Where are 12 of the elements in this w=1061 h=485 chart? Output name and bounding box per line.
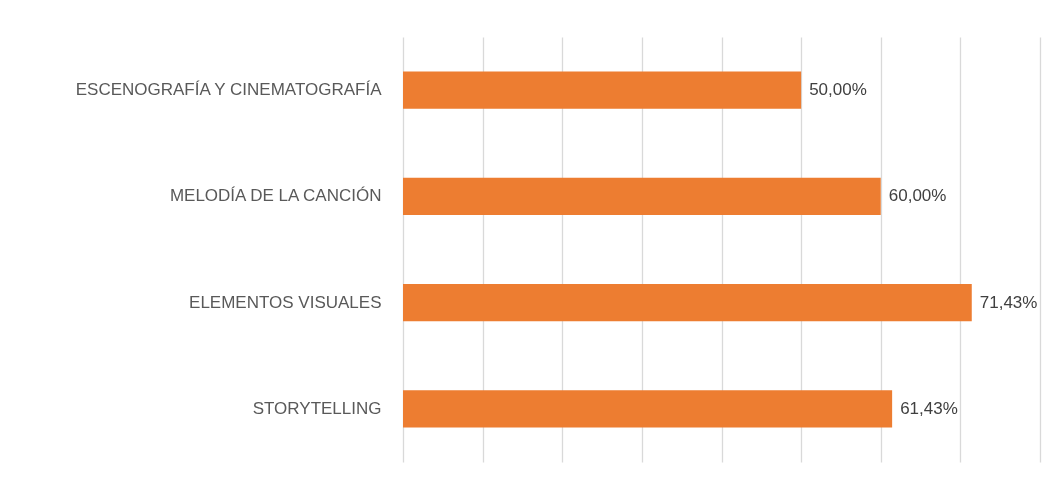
data-label: 71,43% [979, 292, 1038, 312]
y-tick-label: ESCENOGRAFÍA Y CINEMATOGRAFÍA [75, 80, 383, 100]
data-label: 61,43% [900, 398, 958, 418]
y-tick-label: ELEMENTOS VISUALES [189, 292, 382, 312]
bar [403, 177, 881, 215]
bar [403, 390, 893, 428]
bar [403, 71, 802, 109]
y-tick-label: MELODÍA DE LA CANCIÓN [169, 186, 382, 206]
data-label: 50,00% [809, 80, 867, 100]
data-label: 60,00% [888, 186, 947, 206]
bar [403, 284, 972, 322]
y-tick-label: STORYTELLING [252, 398, 382, 418]
